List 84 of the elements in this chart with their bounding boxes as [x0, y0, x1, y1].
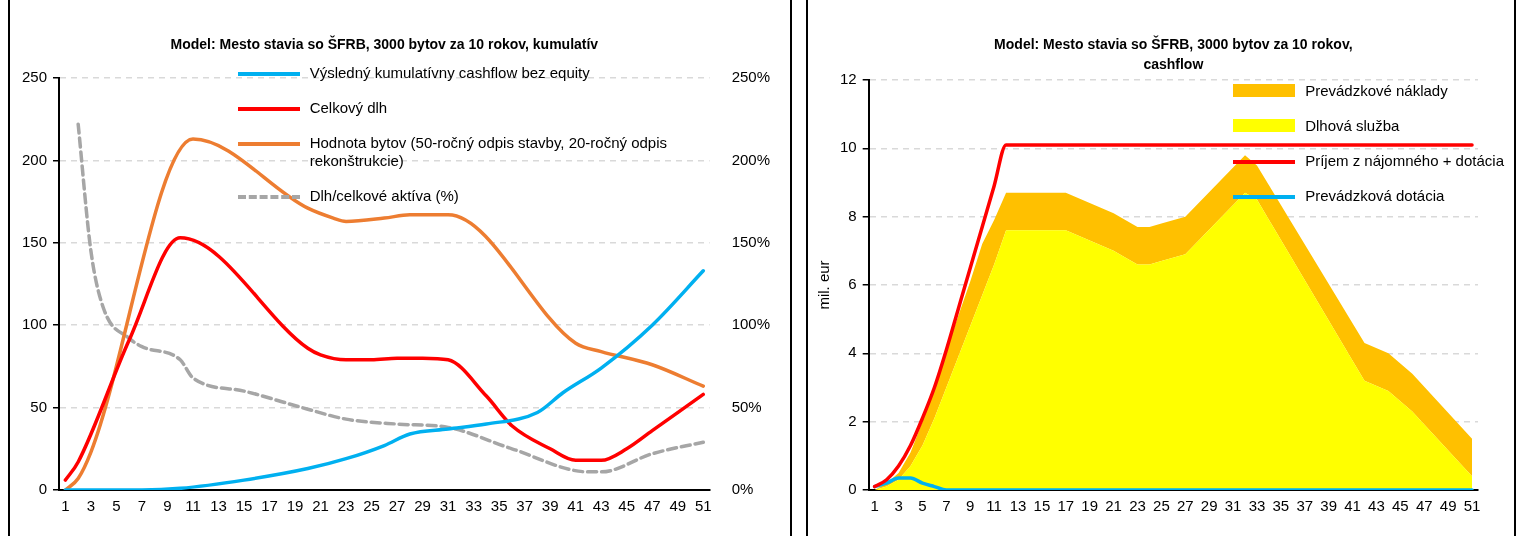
y2-tick-label: 50% [731, 397, 762, 415]
x-tick-label: 41 [567, 497, 585, 515]
x-tick-label: 27 [388, 497, 406, 515]
x-tick-label: 9 [163, 497, 172, 515]
x-tick-label: 33 [1248, 497, 1266, 515]
legend-label: Prevádzková dotácia [1305, 187, 1445, 205]
y2-tick-label: 100% [731, 315, 771, 333]
x-tick-label: 43 [592, 497, 610, 515]
x-tick-label: 5 [918, 497, 927, 515]
y2-tick-label: 0% [731, 480, 754, 498]
y-axis-title: mil. eur [815, 260, 833, 310]
x-tick-label: 39 [1320, 497, 1337, 515]
x-tick-label: 17 [1057, 497, 1075, 515]
y-tick-label: 12 [840, 70, 857, 88]
y-tick-label: 6 [848, 275, 857, 293]
y-tick-label: 0 [848, 480, 857, 498]
x-tick-label: 15 [235, 497, 253, 515]
legend-label: Výsledný kumulatívny cashflow bez equity [309, 64, 590, 82]
x-tick-label: 29 [414, 497, 431, 515]
chart-title: Model: Mesto stavia so ŠFRB, 3000 bytov za 10 rokov, cashflow [993, 34, 1354, 74]
y-tick-label: 50 [30, 397, 48, 415]
x-tick-label: 5 [112, 497, 121, 515]
x-tick-label: 3 [894, 497, 903, 515]
x-tick-label: 33 [465, 497, 482, 515]
legend-label: Dlh/celkové aktíva (%) [309, 187, 459, 205]
legend-label: Prevádzkové náklady [1305, 82, 1448, 100]
x-tick-label: 17 [261, 497, 278, 515]
x-tick-label: 7 [137, 497, 147, 515]
x-tick-label: 45 [1392, 497, 1409, 515]
legend-label: Dlhová služba [1305, 117, 1400, 135]
x-tick-label: 1 [870, 497, 879, 515]
x-tick-label: 35 [1272, 497, 1290, 515]
x-tick-label: 47 [1415, 497, 1433, 515]
x-tick-label: 37 [1296, 497, 1314, 515]
y-tick-label: 100 [22, 315, 48, 333]
x-tick-label: 31 [1224, 497, 1242, 515]
y2-tick-label: 200% [731, 150, 771, 168]
x-tick-label: 1 [61, 497, 70, 515]
x-tick-label: 43 [1368, 497, 1385, 515]
x-tick-label: 7 [942, 497, 951, 515]
x-tick-label: 19 [286, 497, 304, 515]
x-tick-label: 27 [1176, 497, 1194, 515]
y2-tick-label: 150% [731, 232, 771, 250]
y-tick-label: 10 [840, 138, 857, 156]
x-tick-label: 11 [185, 497, 201, 515]
x-tick-label: 13 [210, 497, 227, 515]
x-tick-label: 25 [363, 497, 380, 515]
legend-label: Celkový dlh [309, 99, 388, 117]
y-tick-label: 150 [22, 232, 48, 250]
x-tick-label: 39 [541, 497, 559, 515]
line-series [63, 269, 706, 490]
y2-tick-label: 250% [731, 68, 771, 86]
y-tick-label: 4 [848, 343, 857, 361]
x-tick-label: 23 [1129, 497, 1146, 515]
x-tick-label: 21 [312, 497, 329, 515]
x-tick-label: 41 [1344, 497, 1361, 515]
x-tick-label: 3 [86, 497, 96, 515]
x-tick-label: 13 [1009, 497, 1027, 515]
x-tick-label: 19 [1081, 497, 1099, 515]
x-tick-label: 25 [1153, 497, 1170, 515]
x-tick-label: 31 [439, 497, 457, 515]
y-tick-label: 8 [848, 206, 857, 224]
x-tick-label: 15 [1033, 497, 1051, 515]
y-tick-label: 0 [38, 480, 48, 498]
x-tick-label: 23 [337, 497, 355, 515]
x-tick-label: 29 [1200, 497, 1218, 515]
x-tick-label: 51 [1463, 497, 1481, 515]
legend-label: Príjem z nájomného + dotácia [1305, 152, 1504, 170]
x-tick-label: 47 [643, 497, 661, 515]
x-tick-label: 11 [986, 497, 1002, 515]
x-tick-label: 35 [490, 497, 508, 515]
x-tick-label: 49 [1439, 497, 1457, 515]
chart-title: Model: Mesto stavia so ŠFRB, 3000 bytov za 10 rokov, kumulatív [169, 34, 600, 54]
legend-label: Hodnota bytov (50-ročný odpis stavby, 20-ročný odpis rekonštrukcie) [309, 134, 669, 170]
x-tick-label: 9 [966, 497, 975, 515]
y-tick-label: 200 [22, 150, 48, 168]
line-series [63, 236, 706, 482]
y-tick-label: 250 [22, 68, 48, 86]
x-tick-label: 21 [1105, 497, 1122, 515]
x-tick-label: 45 [618, 497, 636, 515]
x-tick-label: 49 [669, 497, 687, 515]
y-tick-label: 2 [848, 411, 857, 429]
x-tick-label: 37 [516, 497, 533, 515]
x-tick-label: 51 [694, 497, 712, 515]
